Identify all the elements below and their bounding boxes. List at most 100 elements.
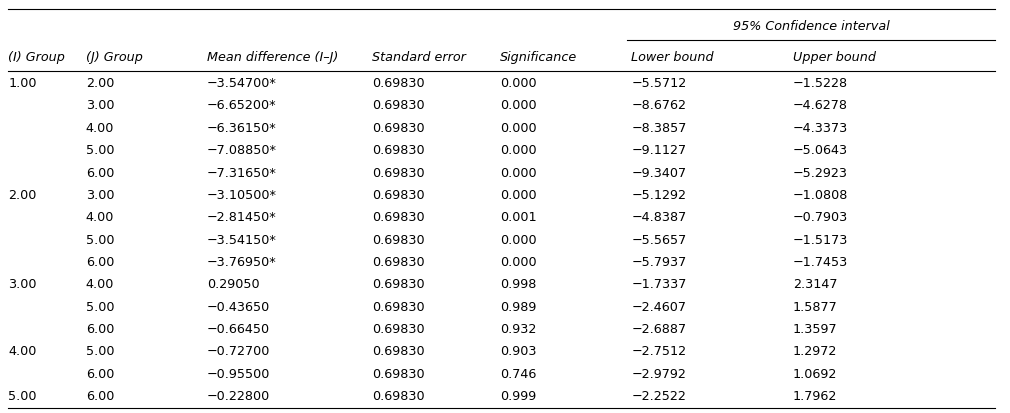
Text: 0.69830: 0.69830 bbox=[372, 389, 424, 402]
Text: 1.0692: 1.0692 bbox=[793, 367, 837, 380]
Text: −0.22800: −0.22800 bbox=[207, 389, 271, 402]
Text: Upper bound: Upper bound bbox=[793, 50, 876, 64]
Text: −4.3373: −4.3373 bbox=[793, 121, 848, 135]
Text: 5.00: 5.00 bbox=[86, 344, 114, 358]
Text: −5.5712: −5.5712 bbox=[631, 77, 687, 90]
Text: −0.72700: −0.72700 bbox=[207, 344, 271, 358]
Text: −5.5657: −5.5657 bbox=[631, 233, 687, 246]
Text: −1.7453: −1.7453 bbox=[793, 255, 848, 268]
Text: −7.31650*: −7.31650* bbox=[207, 166, 277, 179]
Text: 0.000: 0.000 bbox=[500, 144, 536, 157]
Text: 0.000: 0.000 bbox=[500, 99, 536, 112]
Text: −0.43650: −0.43650 bbox=[207, 300, 271, 313]
Text: 6.00: 6.00 bbox=[86, 166, 114, 179]
Text: 0.998: 0.998 bbox=[500, 278, 536, 291]
Text: 0.69830: 0.69830 bbox=[372, 188, 424, 202]
Text: −3.54700*: −3.54700* bbox=[207, 77, 277, 90]
Text: 4.00: 4.00 bbox=[8, 344, 36, 358]
Text: −5.0643: −5.0643 bbox=[793, 144, 848, 157]
Text: 0.69830: 0.69830 bbox=[372, 344, 424, 358]
Text: 6.00: 6.00 bbox=[86, 255, 114, 268]
Text: −2.9792: −2.9792 bbox=[631, 367, 686, 380]
Text: −0.66450: −0.66450 bbox=[207, 322, 270, 335]
Text: Significance: Significance bbox=[500, 50, 577, 64]
Text: −8.6762: −8.6762 bbox=[631, 99, 686, 112]
Text: −0.7903: −0.7903 bbox=[793, 211, 848, 224]
Text: (J) Group: (J) Group bbox=[86, 50, 142, 64]
Text: 0.746: 0.746 bbox=[500, 367, 536, 380]
Text: 0.69830: 0.69830 bbox=[372, 99, 424, 112]
Text: −5.7937: −5.7937 bbox=[631, 255, 687, 268]
Text: 5.00: 5.00 bbox=[86, 300, 114, 313]
Text: 1.00: 1.00 bbox=[8, 77, 36, 90]
Text: 6.00: 6.00 bbox=[86, 367, 114, 380]
Text: −4.8387: −4.8387 bbox=[631, 211, 687, 224]
Text: 0.69830: 0.69830 bbox=[372, 121, 424, 135]
Text: 1.5877: 1.5877 bbox=[793, 300, 837, 313]
Text: 5.00: 5.00 bbox=[86, 233, 114, 246]
Text: 0.000: 0.000 bbox=[500, 188, 536, 202]
Text: 95% Confidence interval: 95% Confidence interval bbox=[732, 20, 890, 33]
Text: −2.81450*: −2.81450* bbox=[207, 211, 277, 224]
Text: Mean difference (I–J): Mean difference (I–J) bbox=[207, 50, 338, 64]
Text: 0.000: 0.000 bbox=[500, 255, 536, 268]
Text: −5.2923: −5.2923 bbox=[793, 166, 847, 179]
Text: Lower bound: Lower bound bbox=[631, 50, 714, 64]
Text: −2.4607: −2.4607 bbox=[631, 300, 686, 313]
Text: 3.00: 3.00 bbox=[86, 99, 114, 112]
Text: 0.69830: 0.69830 bbox=[372, 211, 424, 224]
Text: 2.00: 2.00 bbox=[86, 77, 114, 90]
Text: 2.3147: 2.3147 bbox=[793, 278, 837, 291]
Text: −2.6887: −2.6887 bbox=[631, 322, 687, 335]
Text: 1.2972: 1.2972 bbox=[793, 344, 837, 358]
Text: 0.903: 0.903 bbox=[500, 344, 536, 358]
Text: 0.001: 0.001 bbox=[500, 211, 536, 224]
Text: 0.69830: 0.69830 bbox=[372, 322, 424, 335]
Text: 0.69830: 0.69830 bbox=[372, 166, 424, 179]
Text: 0.69830: 0.69830 bbox=[372, 144, 424, 157]
Text: 0.69830: 0.69830 bbox=[372, 278, 424, 291]
Text: 0.989: 0.989 bbox=[500, 300, 536, 313]
Text: −1.7337: −1.7337 bbox=[631, 278, 687, 291]
Text: 1.3597: 1.3597 bbox=[793, 322, 837, 335]
Text: −3.76950*: −3.76950* bbox=[207, 255, 277, 268]
Text: 0.000: 0.000 bbox=[500, 77, 536, 90]
Text: 0.000: 0.000 bbox=[500, 166, 536, 179]
Text: 0.000: 0.000 bbox=[500, 121, 536, 135]
Text: 0.29050: 0.29050 bbox=[207, 278, 260, 291]
Text: 0.69830: 0.69830 bbox=[372, 255, 424, 268]
Text: 4.00: 4.00 bbox=[86, 278, 114, 291]
Text: −2.7512: −2.7512 bbox=[631, 344, 687, 358]
Text: (I) Group: (I) Group bbox=[8, 50, 65, 64]
Text: Standard error: Standard error bbox=[372, 50, 466, 64]
Text: −0.95500: −0.95500 bbox=[207, 367, 271, 380]
Text: −3.10500*: −3.10500* bbox=[207, 188, 277, 202]
Text: −3.54150*: −3.54150* bbox=[207, 233, 277, 246]
Text: −1.5228: −1.5228 bbox=[793, 77, 848, 90]
Text: 6.00: 6.00 bbox=[86, 389, 114, 402]
Text: 6.00: 6.00 bbox=[86, 322, 114, 335]
Text: 0.69830: 0.69830 bbox=[372, 77, 424, 90]
Text: 0.999: 0.999 bbox=[500, 389, 536, 402]
Text: 0.69830: 0.69830 bbox=[372, 233, 424, 246]
Text: 5.00: 5.00 bbox=[86, 144, 114, 157]
Text: 5.00: 5.00 bbox=[8, 389, 36, 402]
Text: 3.00: 3.00 bbox=[8, 278, 36, 291]
Text: −5.1292: −5.1292 bbox=[631, 188, 686, 202]
Text: −6.65200*: −6.65200* bbox=[207, 99, 277, 112]
Text: −1.5173: −1.5173 bbox=[793, 233, 848, 246]
Text: −8.3857: −8.3857 bbox=[631, 121, 687, 135]
Text: 0.000: 0.000 bbox=[500, 233, 536, 246]
Text: 2.00: 2.00 bbox=[8, 188, 36, 202]
Text: −1.0808: −1.0808 bbox=[793, 188, 848, 202]
Text: −9.1127: −9.1127 bbox=[631, 144, 687, 157]
Text: 4.00: 4.00 bbox=[86, 211, 114, 224]
Text: 0.69830: 0.69830 bbox=[372, 367, 424, 380]
Text: −6.36150*: −6.36150* bbox=[207, 121, 277, 135]
Text: −9.3407: −9.3407 bbox=[631, 166, 687, 179]
Text: 4.00: 4.00 bbox=[86, 121, 114, 135]
Text: −2.2522: −2.2522 bbox=[631, 389, 686, 402]
Text: 0.69830: 0.69830 bbox=[372, 300, 424, 313]
Text: −4.6278: −4.6278 bbox=[793, 99, 847, 112]
Text: 0.932: 0.932 bbox=[500, 322, 536, 335]
